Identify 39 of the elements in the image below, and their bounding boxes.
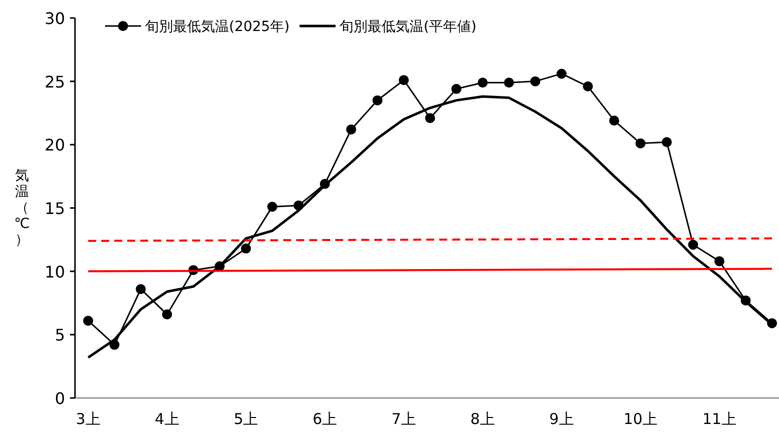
point <box>504 78 514 88</box>
point <box>714 256 724 266</box>
y-tick-label: 30 <box>44 9 65 28</box>
point <box>136 284 146 294</box>
point <box>83 316 94 326</box>
y-tick-label: 0 <box>54 389 65 408</box>
legend-label: 旬別最低気温(平年値) <box>340 19 476 35</box>
y-tick-label: 20 <box>44 136 65 155</box>
legend-label: 旬別最低気温(2025年) <box>145 19 290 35</box>
point <box>372 95 382 106</box>
x-tick-label: 7上 <box>392 410 416 428</box>
point <box>267 202 278 212</box>
x-tick-label: 5上 <box>234 410 258 428</box>
x-tick-label: 11上 <box>702 410 736 428</box>
y-tick-label: 5 <box>54 326 65 345</box>
x-tick-label: 3上 <box>76 410 100 428</box>
point <box>530 76 540 86</box>
y-tick-label: 25 <box>44 72 65 92</box>
point <box>609 116 620 126</box>
point <box>240 244 251 254</box>
point <box>398 75 409 86</box>
point <box>451 84 462 94</box>
point <box>162 309 172 320</box>
point <box>662 137 672 148</box>
x-tick-label: 6上 <box>312 410 338 428</box>
x-tick-label: 8上 <box>470 410 495 428</box>
x-tick-label: 10上 <box>623 410 658 428</box>
y-tick-label: 15 <box>44 199 65 218</box>
point <box>635 138 646 148</box>
point <box>478 78 488 88</box>
point <box>556 68 567 79</box>
x-tick-label: 9上 <box>549 410 574 428</box>
point <box>346 124 356 134</box>
point <box>688 240 698 250</box>
x-tick-label: 4上 <box>154 410 180 428</box>
point <box>425 113 436 124</box>
point <box>582 81 593 92</box>
y-tick-label: 10 <box>44 262 65 282</box>
y-axis-title: 気温（℃） <box>14 168 30 248</box>
